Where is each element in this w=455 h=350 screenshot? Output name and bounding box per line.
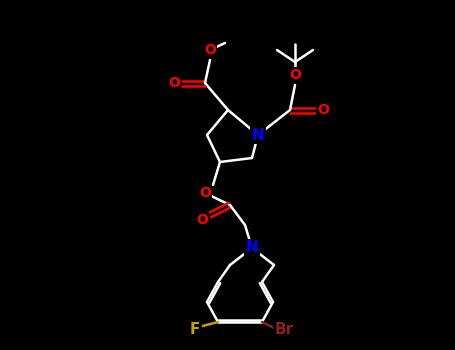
Text: O: O: [196, 213, 208, 227]
Text: N: N: [252, 127, 264, 142]
Text: N: N: [246, 240, 258, 256]
Text: O: O: [317, 103, 329, 117]
Text: O: O: [168, 76, 180, 90]
Text: O: O: [289, 68, 301, 82]
Text: O: O: [199, 186, 211, 200]
Text: Br: Br: [274, 322, 293, 337]
Text: F: F: [190, 322, 200, 337]
Text: O: O: [204, 43, 216, 57]
